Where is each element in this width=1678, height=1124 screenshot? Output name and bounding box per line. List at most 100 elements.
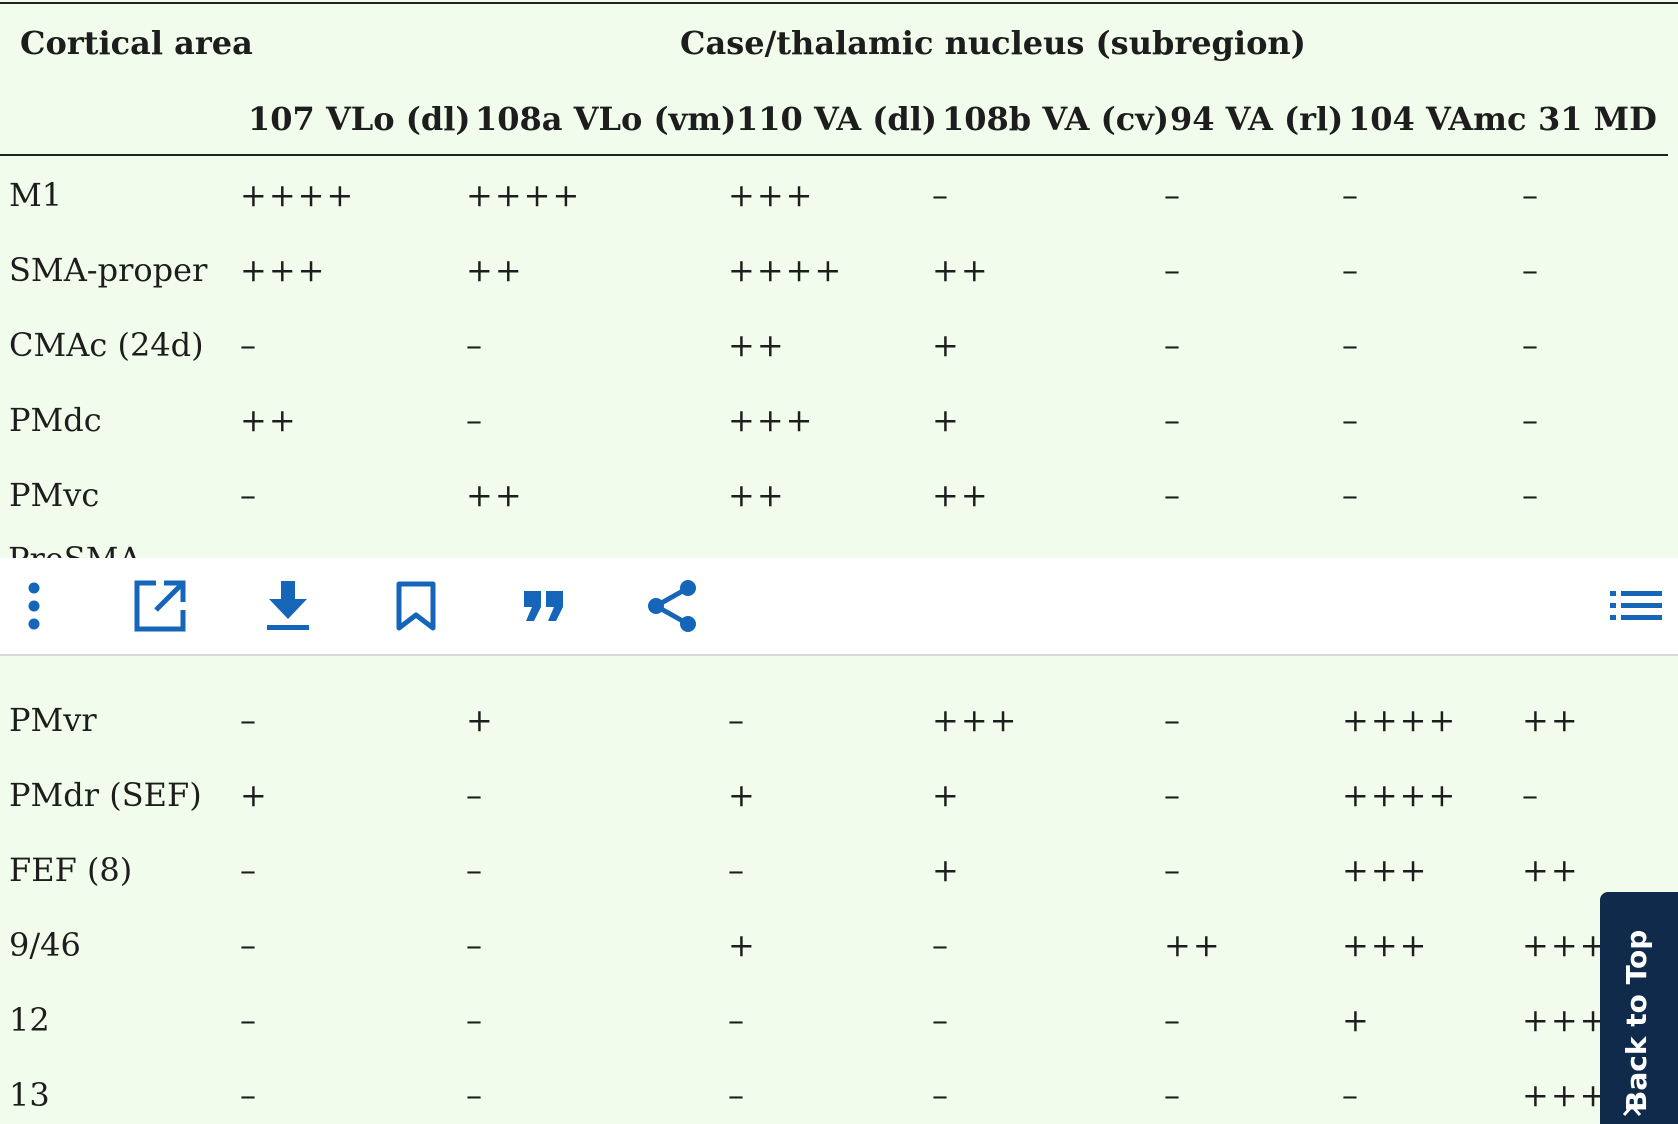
column-header: 108a VLo (vm) — [475, 100, 737, 138]
table-cell: – — [1342, 476, 1360, 514]
table-cell: – — [1342, 326, 1360, 364]
table-cell: – — [466, 401, 484, 439]
table-cell: +++ — [1342, 851, 1429, 889]
table-cell: – — [240, 476, 258, 514]
open-external-icon[interactable] — [126, 572, 194, 640]
table-cell: + — [1342, 1001, 1371, 1039]
row-label: CMAc (24d) — [9, 326, 204, 364]
table-cell: ++++ — [240, 176, 356, 214]
column-header: 108b VA (cv) — [942, 100, 1169, 138]
table-cell: ++ — [1522, 701, 1580, 739]
table-cell: – — [1522, 401, 1540, 439]
table-cell: – — [466, 851, 484, 889]
back-to-top-label: Back to Top — [1620, 929, 1653, 1112]
quote-icon[interactable] — [510, 572, 578, 640]
table-of-contents-icon[interactable] — [1602, 572, 1670, 640]
table-cell: ++ — [1522, 851, 1580, 889]
table-cell: ++ — [466, 476, 524, 514]
download-icon[interactable] — [254, 572, 322, 640]
row-label-header: Cortical area — [20, 24, 253, 62]
table-cell: ++ — [932, 251, 990, 289]
column-header: 107 VLo (dl) — [248, 100, 471, 138]
back-to-top-button[interactable]: Back to Top — [1600, 892, 1678, 1124]
table-cell: ++++ — [466, 176, 582, 214]
table-cell: +++ — [1522, 1001, 1609, 1039]
table-top-rule — [0, 2, 1678, 4]
row-label: M1 — [9, 176, 63, 214]
table-cell: – — [1522, 176, 1540, 214]
table-cell: + — [932, 776, 961, 814]
table-cell: – — [466, 1076, 484, 1114]
row-label: SMA-proper — [9, 251, 208, 289]
table-cell: – — [1164, 1001, 1182, 1039]
table-cell: – — [1164, 176, 1182, 214]
table-cell: – — [240, 851, 258, 889]
table-cell: – — [1342, 251, 1360, 289]
table-cell: + — [240, 776, 269, 814]
table-cell: – — [1164, 1076, 1182, 1114]
table-cell: – — [1164, 776, 1182, 814]
table-cell: – — [1522, 251, 1540, 289]
table-cell: – — [240, 926, 258, 964]
table-cell: ++ — [1164, 926, 1222, 964]
row-label: 13 — [9, 1076, 50, 1114]
table-cell: – — [1522, 476, 1540, 514]
table-cell: ++ — [728, 326, 786, 364]
table-cell: +++ — [1342, 926, 1429, 964]
column-header: 31 MD — [1538, 100, 1657, 138]
group-header: Case/thalamic nucleus (subregion) — [680, 24, 1306, 62]
table-cell: +++ — [1522, 926, 1609, 964]
table-cell: ++ — [932, 476, 990, 514]
table-cell: – — [1164, 401, 1182, 439]
table-cell: – — [466, 1001, 484, 1039]
column-header: 104 VAmc — [1348, 100, 1527, 138]
share-icon[interactable] — [638, 572, 706, 640]
table-cell: +++ — [728, 401, 815, 439]
row-label: PMvr — [9, 701, 97, 739]
table-cell: – — [728, 1001, 746, 1039]
table-cell: – — [1342, 401, 1360, 439]
table-cell: – — [1164, 701, 1182, 739]
table-cell: – — [932, 176, 950, 214]
table-cell: – — [240, 1001, 258, 1039]
table-cell: – — [466, 326, 484, 364]
article-toolbar — [0, 558, 1678, 656]
row-label: PMdr (SEF) — [9, 776, 202, 814]
table-cell: ++++ — [728, 251, 844, 289]
table-cell: – — [240, 701, 258, 739]
table-cell: +++ — [932, 701, 1019, 739]
table-cell: – — [1164, 476, 1182, 514]
table-cell: – — [466, 926, 484, 964]
chevron-up-icon — [1622, 1103, 1642, 1116]
column-header: 110 VA (dl) — [736, 100, 938, 138]
table-cell: + — [932, 401, 961, 439]
table-cell: – — [1164, 851, 1182, 889]
more-vertical-icon[interactable] — [0, 572, 68, 640]
row-label: 9/46 — [9, 926, 81, 964]
table-cell: +++ — [728, 176, 815, 214]
row-label: 12 — [9, 1001, 50, 1039]
bookmark-icon[interactable] — [382, 572, 450, 640]
table-cell: – — [1342, 1076, 1360, 1114]
table-cell: – — [466, 776, 484, 814]
table-cell: – — [240, 1076, 258, 1114]
table-cell: + — [932, 851, 961, 889]
table-cell: + — [728, 776, 757, 814]
table-cell: – — [932, 1076, 950, 1114]
table-cell: – — [728, 701, 746, 739]
column-header: 94 VA (rl) — [1170, 100, 1344, 138]
header-bottom-rule — [0, 154, 1668, 156]
row-label: FEF (8) — [9, 851, 133, 889]
table-cell: ++ — [728, 476, 786, 514]
table-cell: +++ — [240, 251, 327, 289]
table-cell: ++ — [466, 251, 524, 289]
table-cell: ++++ — [1342, 776, 1458, 814]
table-cell: – — [1342, 176, 1360, 214]
table-cell: + — [466, 701, 495, 739]
table-cell: – — [728, 851, 746, 889]
table-cell: – — [1164, 251, 1182, 289]
row-label: PMvc — [9, 476, 100, 514]
table-cell: ++ — [240, 401, 298, 439]
table-cell: – — [728, 1076, 746, 1114]
